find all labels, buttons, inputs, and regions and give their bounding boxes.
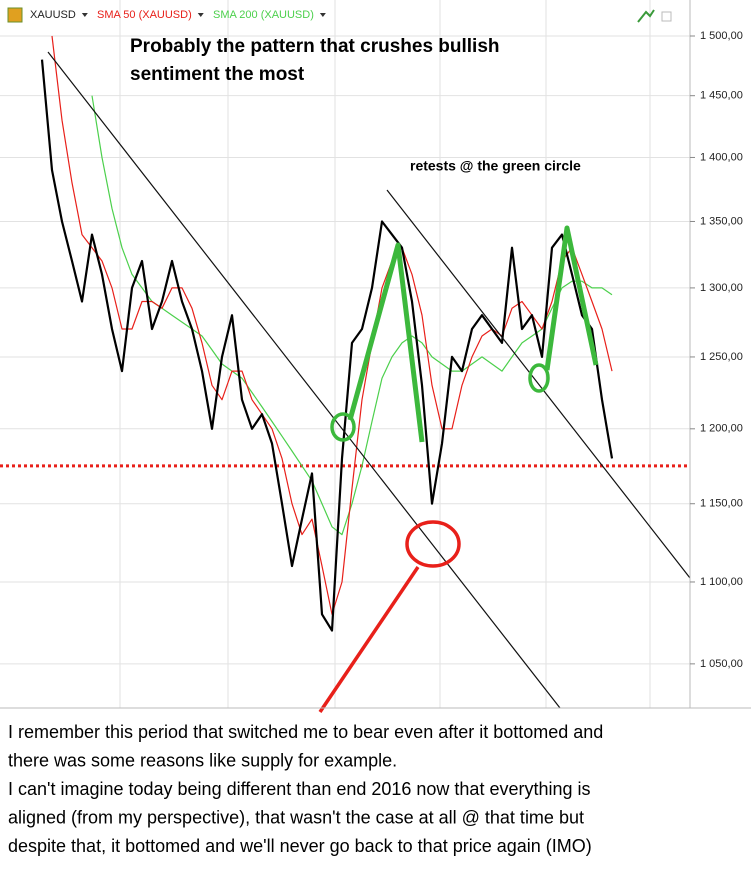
annotation: retests @ the green circle [410, 158, 581, 174]
y-tick-label: 1 150,00 [700, 498, 743, 510]
y-tick-label: 1 500,00 [700, 30, 743, 42]
caption-line: I can't imagine today being different th… [8, 779, 591, 799]
caption-line: I remember this period that switched me … [8, 722, 603, 742]
plot [0, 35, 690, 632]
legend-dropdown [197, 13, 204, 17]
series-line [91, 95, 613, 536]
caption: I remember this period that switched me … [8, 722, 603, 856]
toolbar-icon [637, 9, 655, 23]
red-arrow [318, 566, 420, 713]
vertical-grid [119, 0, 651, 708]
green-zigzag [544, 225, 599, 371]
green-circle [330, 412, 356, 442]
y-tick-label: 1 350,00 [700, 215, 743, 227]
annotation-title: sentiment the most [130, 64, 305, 85]
y-tick-label: 1 250,00 [700, 351, 743, 363]
trendline [47, 51, 561, 709]
grid [0, 35, 690, 665]
legend-label: XAUUSD [30, 9, 76, 21]
y-tick-label: 1 450,00 [700, 90, 743, 102]
legend-label: SMA 200 (XAUUSD) [213, 9, 314, 21]
legend: XAUUSD SMA 50 (XAUUSD) SMA 200 (XAUUSD) [30, 9, 326, 21]
legend-label: SMA 50 (XAUUSD) [97, 9, 192, 21]
caption-line: there was some reasons like supply for e… [8, 750, 397, 770]
red-circle [405, 520, 461, 568]
y-tick-label: 1 100,00 [700, 576, 743, 588]
y-tick-label: 1 200,00 [700, 423, 743, 435]
y-axis: 1 050,00 1 100,00 1 150,00 1 200,00 1 250,00… [690, 30, 743, 670]
trendline [386, 189, 691, 579]
caption-line: despite that, it bottomed and we'll neve… [8, 836, 592, 856]
caption-line: aligned (from my perspective), that wasn… [8, 807, 584, 827]
y-tick-label: 1 400,00 [700, 151, 743, 163]
green-zigzag [347, 242, 425, 443]
series-line [40, 59, 614, 632]
y-tick-label: 1 300,00 [700, 282, 743, 294]
green-circle [528, 363, 550, 393]
annotation-title: Probably the pattern that crushes bullis… [130, 36, 500, 57]
y-tick-label: 1 050,00 [700, 658, 743, 670]
toolbar-icon [661, 11, 672, 22]
drawings [47, 51, 691, 713]
axis-panel [690, 0, 751, 708]
legend-dropdown [319, 13, 326, 17]
symbol-icon [7, 7, 23, 23]
legend-dropdown [81, 13, 88, 17]
